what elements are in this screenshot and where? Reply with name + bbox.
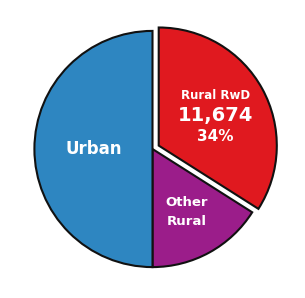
Wedge shape — [159, 27, 277, 209]
Text: Urban: Urban — [65, 140, 122, 158]
Text: 34%: 34% — [197, 129, 234, 144]
Text: Rural RwD: Rural RwD — [181, 89, 250, 102]
Wedge shape — [152, 149, 252, 267]
Text: Other: Other — [165, 196, 208, 209]
Text: 11,674: 11,674 — [178, 106, 253, 125]
Wedge shape — [34, 31, 152, 267]
Text: Rural: Rural — [167, 215, 206, 228]
